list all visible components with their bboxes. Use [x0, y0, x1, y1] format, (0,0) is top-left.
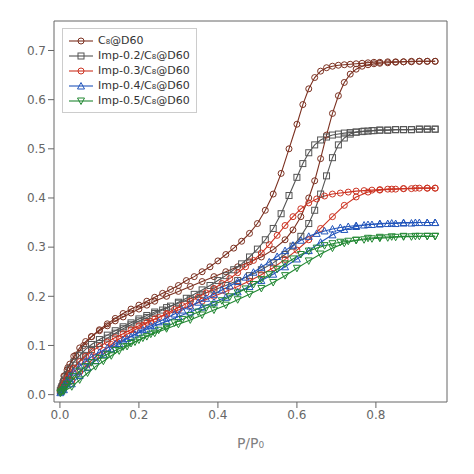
svg-text:0.2: 0.2 [129, 408, 148, 422]
svg-text:0.3: 0.3 [27, 240, 46, 254]
html-text:Imp-0.3/C₈@D60: Imp-0.3/C₈@D60 [98, 64, 190, 77]
svg-text:0.6: 0.6 [287, 408, 306, 422]
svg-text:P/P₀: P/P₀ [237, 435, 265, 451]
svg-text:0.6: 0.6 [27, 93, 46, 107]
svg-text:0.0: 0.0 [50, 408, 69, 422]
svg-text:0.8: 0.8 [366, 408, 385, 422]
html-text:Imp-0.5/C₈@D60: Imp-0.5/C₈@D60 [98, 94, 190, 107]
svg-text:0.2: 0.2 [27, 290, 46, 304]
svg-text:0.7: 0.7 [27, 44, 46, 58]
html-text:Imp-0.2/C₈@D60: Imp-0.2/C₈@D60 [98, 49, 190, 62]
svg-text:0.4: 0.4 [27, 191, 46, 205]
svg-text:0.1: 0.1 [27, 339, 46, 353]
svg-text:0.0: 0.0 [27, 388, 46, 402]
html-text:Imp-0.4/C₈@D60: Imp-0.4/C₈@D60 [98, 79, 190, 92]
html-text:C₈@D60: C₈@D60 [98, 34, 144, 47]
svg-text:0.5: 0.5 [27, 142, 46, 156]
svg-text:0.4: 0.4 [208, 408, 227, 422]
